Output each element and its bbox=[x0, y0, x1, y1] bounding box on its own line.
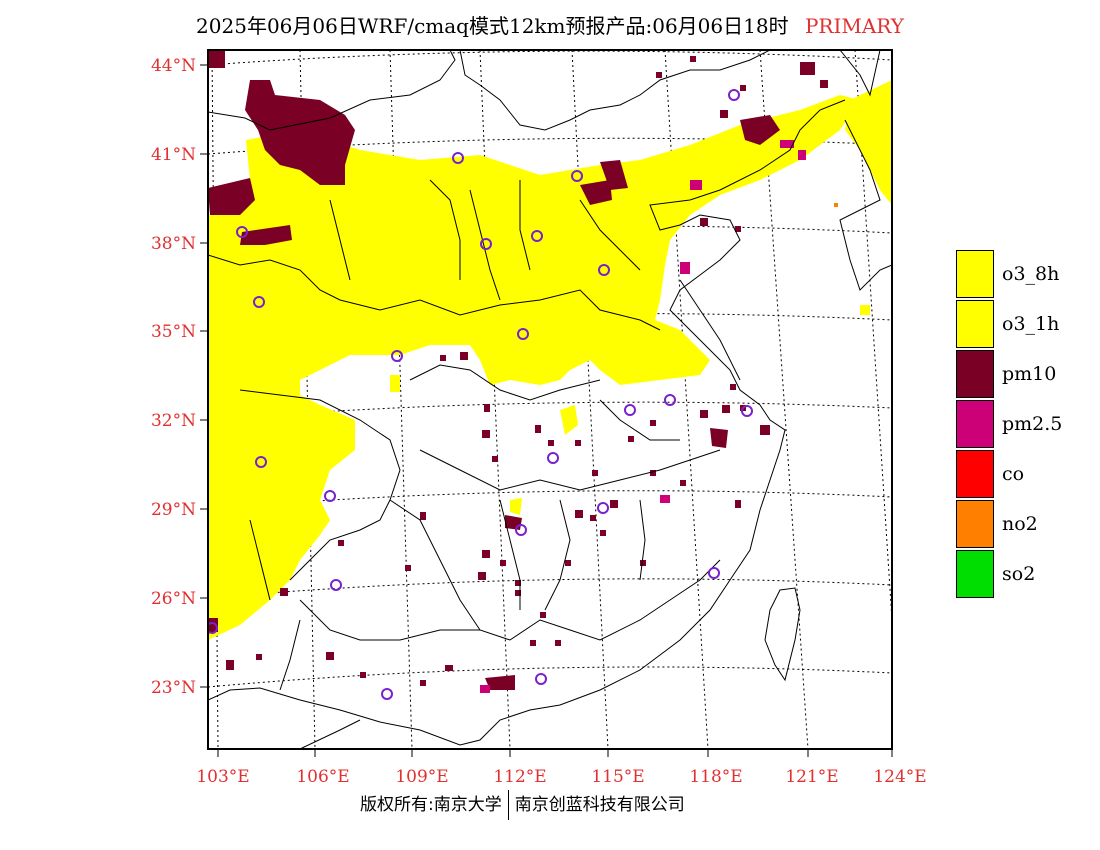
legend-label: co bbox=[1002, 463, 1025, 485]
lat-label: 32°N bbox=[151, 411, 196, 431]
copyright-right: 南京创蓝科技有限公司 bbox=[514, 795, 685, 815]
legend-swatch bbox=[956, 400, 994, 448]
lon-label: 115°E bbox=[591, 767, 644, 787]
legend-label: o3_8h bbox=[1002, 263, 1060, 285]
legend-item-no2: no2 bbox=[956, 499, 1076, 549]
lon-label: 106°E bbox=[296, 767, 349, 787]
lon-axis: 103°E 106°E 109°E 112°E 115°E 118°E 121°… bbox=[196, 749, 927, 787]
lon-label: 121°E bbox=[785, 767, 838, 787]
coastline bbox=[208, 99, 892, 749]
legend-item-o3-1h: o3_1h bbox=[956, 299, 1076, 349]
map-title: 2025年06月06日WRF/cmaq模式12km预报产品:06月06日18时 … bbox=[0, 10, 1100, 39]
lat-label: 23°N bbox=[151, 678, 196, 698]
legend-label: pm10 bbox=[1002, 363, 1057, 385]
lat-label: 29°N bbox=[151, 500, 196, 520]
legend-label: so2 bbox=[1002, 563, 1036, 585]
legend-item-so2: so2 bbox=[956, 549, 1076, 599]
lon-label: 109°E bbox=[395, 767, 448, 787]
o3-exceedance-areas bbox=[208, 80, 892, 640]
pm10-areas bbox=[208, 50, 815, 690]
title-tag: PRIMARY bbox=[804, 14, 904, 38]
legend-swatch bbox=[956, 450, 994, 498]
map-frame bbox=[207, 49, 893, 750]
legend-label: o3_1h bbox=[1002, 313, 1060, 335]
lat-label: 26°N bbox=[151, 589, 196, 609]
legend-swatch bbox=[956, 500, 994, 548]
footer-divider bbox=[507, 790, 509, 820]
title-main: 2025年06月06日WRF/cmaq模式12km预报产品:06月06日18时 bbox=[196, 14, 789, 38]
legend-item-o3-8h: o3_8h bbox=[956, 249, 1076, 299]
lat-axis: 44°N 41°N 38°N 35°N 32°N 29°N 26°N 23°N bbox=[151, 56, 208, 698]
lon-label: 124°E bbox=[873, 767, 926, 787]
lat-label: 44°N bbox=[151, 56, 196, 76]
legend-item-co: co bbox=[956, 449, 1076, 499]
no2-spot bbox=[834, 203, 838, 207]
map-content bbox=[208, 50, 892, 749]
lat-label: 41°N bbox=[151, 145, 196, 165]
lat-label: 38°N bbox=[151, 234, 196, 254]
pm10-scatter bbox=[226, 56, 828, 686]
pm25-areas bbox=[480, 140, 806, 693]
legend-swatch bbox=[956, 550, 994, 598]
lat-label: 35°N bbox=[151, 322, 196, 342]
city-markers bbox=[208, 89, 753, 700]
legend-label: pm2.5 bbox=[1002, 413, 1063, 435]
pollutant-legend: o3_8h o3_1h pm10 pm2.5 co no2 so2 bbox=[956, 249, 1076, 599]
legend-swatch bbox=[956, 350, 994, 398]
legend-item-pm25: pm2.5 bbox=[956, 399, 1076, 449]
copyright-footer: 版权所有:南京大学 南京创蓝科技有限公司 bbox=[360, 790, 685, 820]
lon-label: 112°E bbox=[493, 767, 546, 787]
admin-boundaries bbox=[208, 50, 881, 691]
legend-swatch bbox=[956, 300, 994, 348]
lon-label: 103°E bbox=[196, 767, 249, 787]
legend-item-pm10: pm10 bbox=[956, 349, 1076, 399]
copyright-left: 版权所有:南京大学 bbox=[360, 795, 502, 815]
legend-swatch bbox=[956, 250, 994, 298]
legend-label: no2 bbox=[1002, 513, 1038, 535]
lon-label: 118°E bbox=[689, 767, 742, 787]
